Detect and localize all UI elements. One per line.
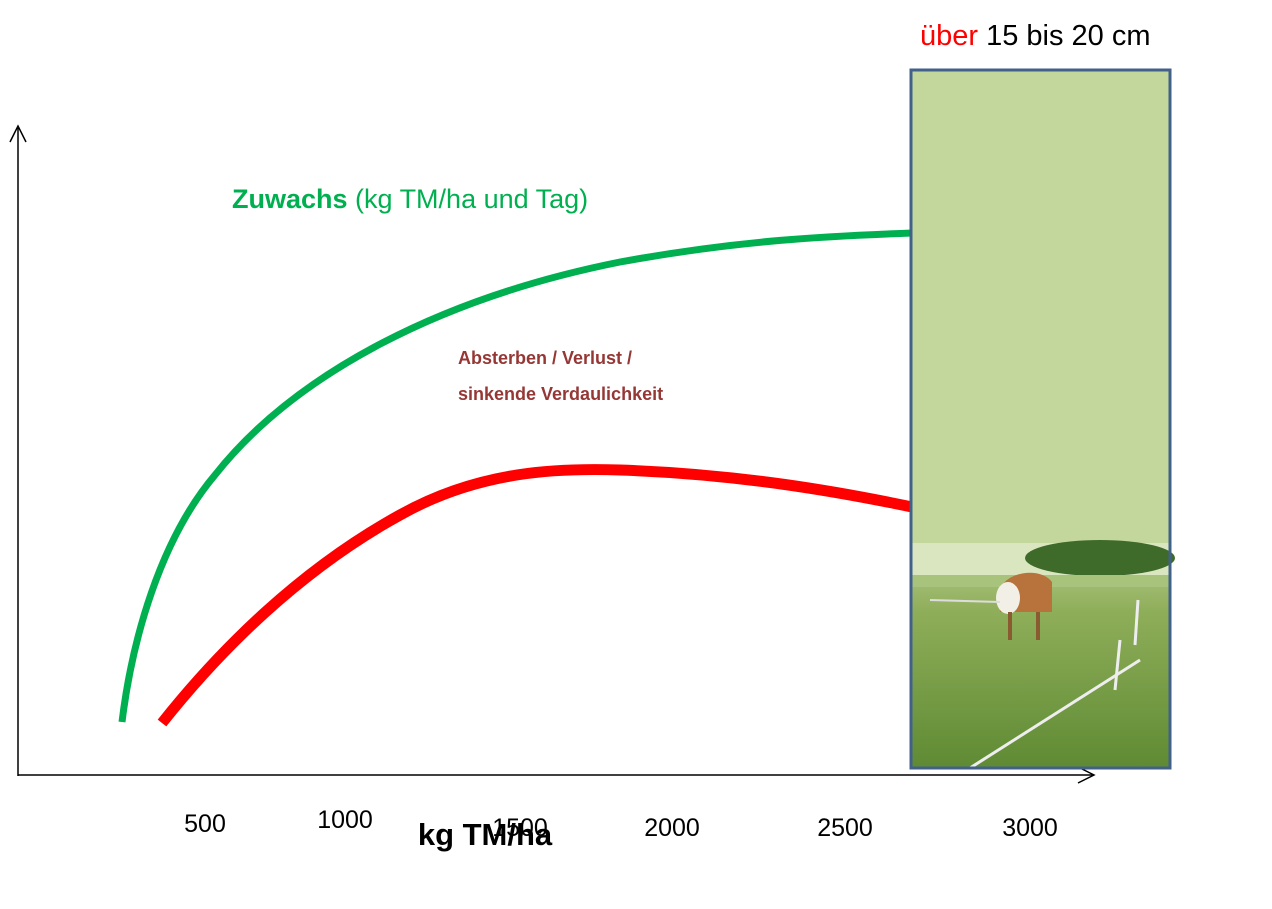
x-tick-label: 3000 bbox=[1002, 814, 1058, 842]
loss-label: Absterben / Verlust / bbox=[458, 348, 632, 368]
growth-label-rest: (kg TM/ha und Tag) bbox=[355, 184, 588, 214]
pasture-photo bbox=[911, 540, 1175, 768]
page: über 15 bis 20 cm Zuwachs (kg TM/ha und … bbox=[0, 0, 1272, 909]
header-highlight: über bbox=[920, 20, 978, 52]
header-rest: 15 bis 20 cm bbox=[986, 20, 1150, 52]
x-tick-label: 1500 bbox=[492, 814, 548, 842]
x-tick-label: 2500 bbox=[817, 814, 873, 842]
loss-label: sinkende Verdaulichkeit bbox=[458, 384, 663, 404]
loss-curve bbox=[162, 470, 912, 723]
x-tick-label: 1000 bbox=[317, 806, 373, 834]
x-tick-label: 500 bbox=[184, 810, 226, 838]
diagram: über 15 bis 20 cm Zuwachs (kg TM/ha und … bbox=[0, 0, 1272, 909]
x-tick-label: 2000 bbox=[644, 814, 700, 842]
header: über 15 bis 20 cm bbox=[920, 20, 1151, 52]
growth-label-bold: Zuwachs bbox=[232, 184, 348, 214]
growth-label: Zuwachs (kg TM/ha und Tag) bbox=[232, 184, 588, 214]
